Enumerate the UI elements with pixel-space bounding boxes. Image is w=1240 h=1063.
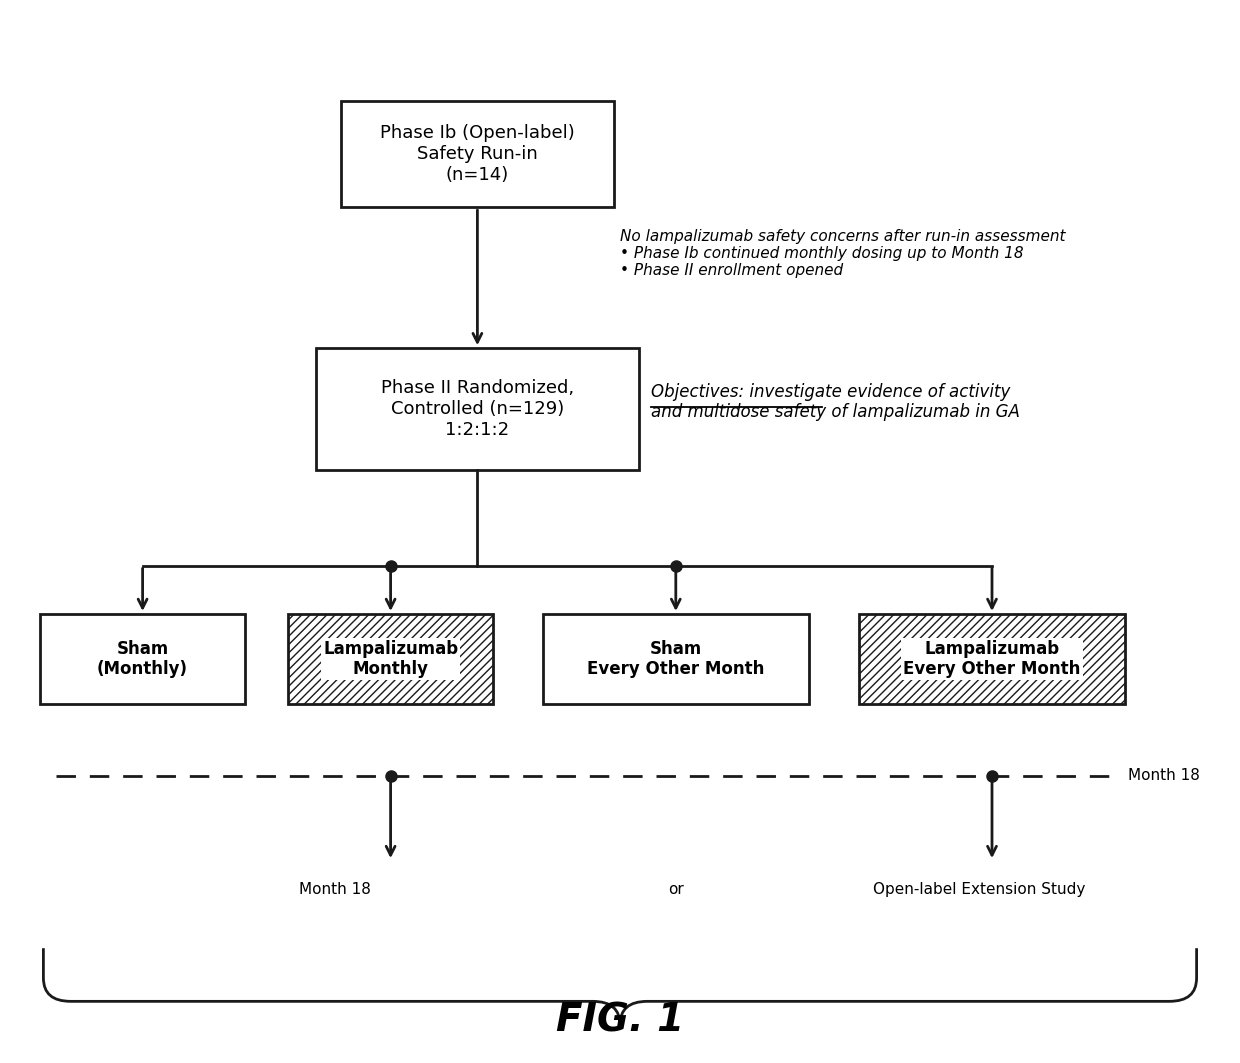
Text: Sham
(Monthly): Sham (Monthly) — [97, 640, 188, 678]
Text: FIG. 1: FIG. 1 — [556, 1001, 684, 1040]
Text: Objectives: investigate evidence of activity
and multidose safety of lampalizuma: Objectives: investigate evidence of acti… — [651, 383, 1019, 422]
Text: Sham
Every Other Month: Sham Every Other Month — [587, 640, 765, 678]
FancyBboxPatch shape — [40, 613, 246, 704]
Text: No lampalizumab safety concerns after run-in assessment
• Phase Ib continued mon: No lampalizumab safety concerns after ru… — [620, 229, 1065, 279]
FancyBboxPatch shape — [543, 613, 810, 704]
Text: Month 18: Month 18 — [299, 882, 371, 897]
Text: or: or — [668, 882, 683, 897]
Text: Phase II Randomized,
Controlled (n=129)
1:2:1:2: Phase II Randomized, Controlled (n=129) … — [381, 379, 574, 439]
FancyBboxPatch shape — [316, 349, 639, 470]
FancyBboxPatch shape — [288, 613, 492, 704]
Text: Lampalizumab
Monthly: Lampalizumab Monthly — [324, 640, 458, 678]
FancyBboxPatch shape — [858, 613, 1126, 704]
Text: Phase Ib (Open-label)
Safety Run-in
(n=14): Phase Ib (Open-label) Safety Run-in (n=1… — [379, 124, 575, 184]
FancyBboxPatch shape — [341, 101, 614, 207]
Text: Month 18: Month 18 — [1128, 769, 1200, 783]
Text: Lampalizumab
Every Other Month: Lampalizumab Every Other Month — [903, 640, 1081, 678]
Text: Open-label Extension Study: Open-label Extension Study — [873, 882, 1086, 897]
